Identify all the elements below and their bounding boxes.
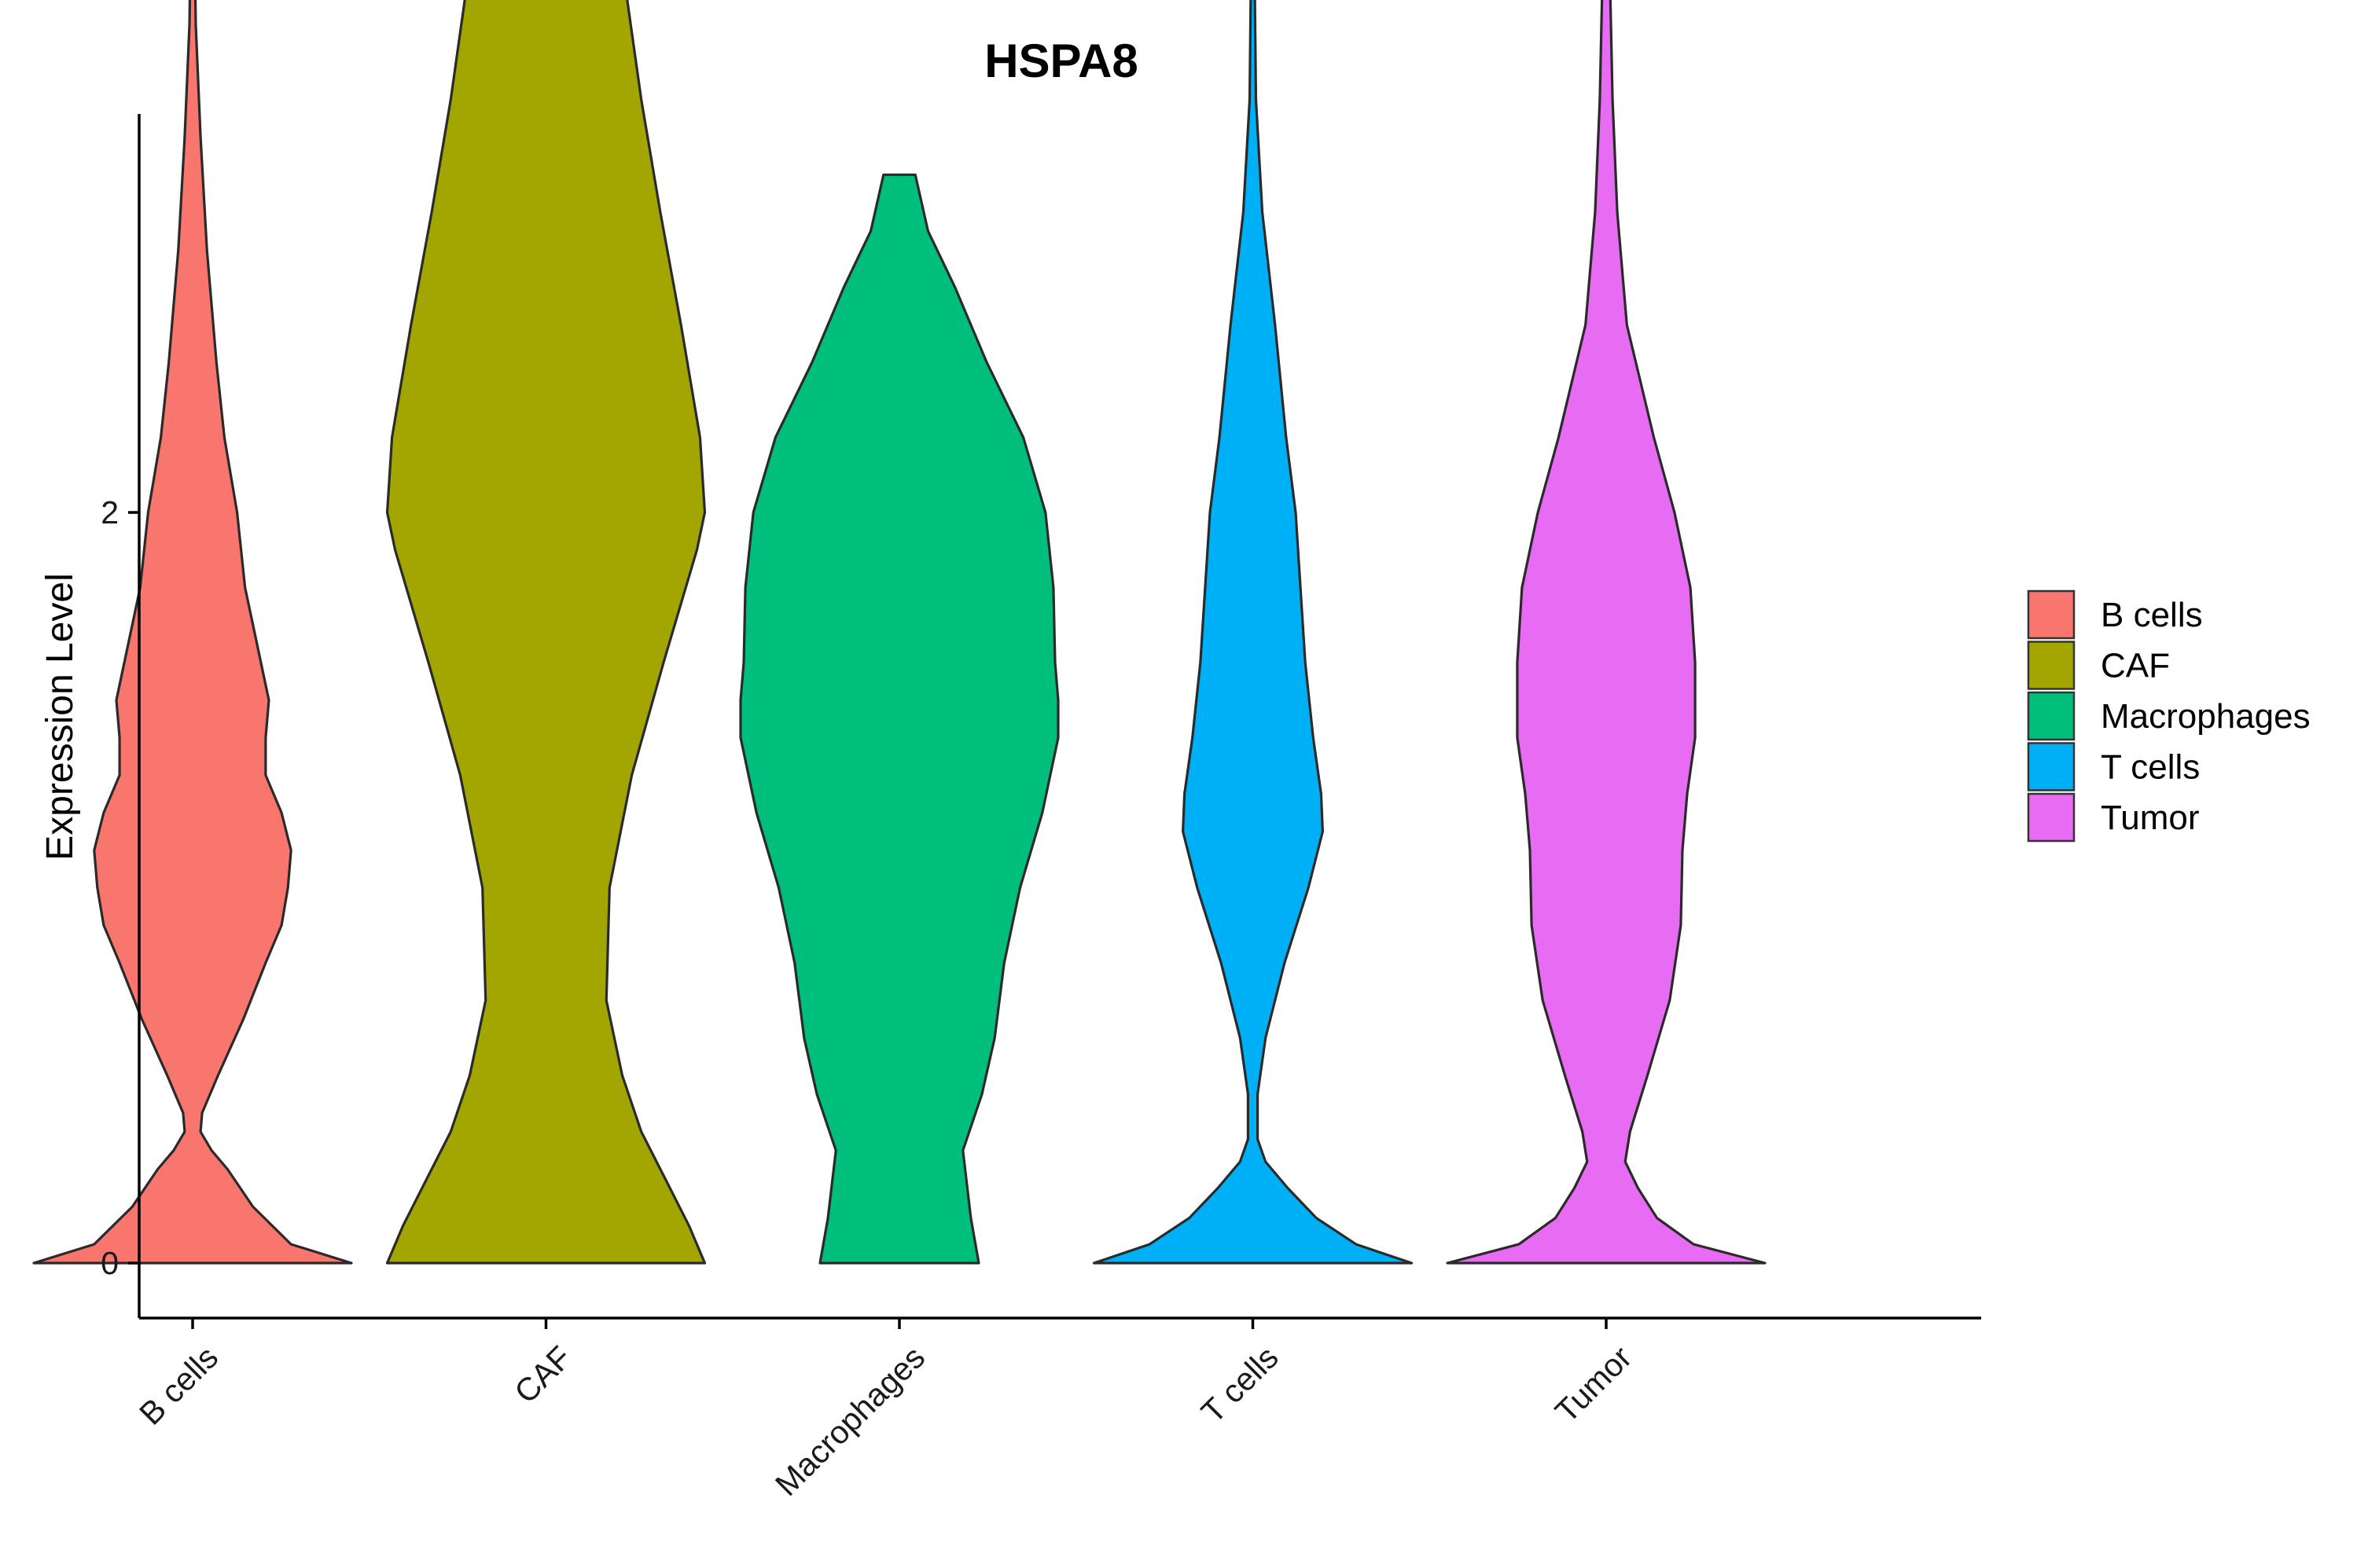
- legend-label: CAF: [2101, 647, 2170, 685]
- y-axis-label: Expression Level: [39, 573, 81, 861]
- violin-caf: [385, 0, 707, 1265]
- violins: [32, 0, 1767, 1265]
- legend-key-b-cells: [2027, 589, 2076, 640]
- legend-label: B cells: [2101, 596, 2203, 634]
- legend-label: Tumor: [2101, 799, 2200, 837]
- violin-tumor: [1446, 0, 1767, 1265]
- x-tick-label: Macrophages: [768, 1339, 932, 1503]
- y-tick-label: 0: [101, 1245, 119, 1281]
- x-tick-label: T cells: [1194, 1339, 1285, 1430]
- legend: B cells CAF Macrophages T cells Tumor: [2027, 589, 2311, 843]
- y-tick-label: 2: [101, 494, 119, 531]
- violin-macrophages: [739, 173, 1060, 1265]
- violin-t-cells: [1092, 0, 1414, 1265]
- legend-key-tumor: [2027, 792, 2076, 843]
- legend-label: T cells: [2101, 748, 2200, 787]
- chart-title: HSPA8: [984, 35, 1138, 87]
- legend-key-t-cells: [2027, 742, 2076, 791]
- x-tick-label: Tumor: [1548, 1339, 1638, 1430]
- legend-label: Macrophages: [2101, 697, 2311, 736]
- x-tick-label: CAF: [507, 1339, 579, 1411]
- legend-key-macrophages: [2027, 691, 2076, 741]
- violin-b-cells: [32, 0, 353, 1265]
- x-tick-label: B cells: [132, 1339, 225, 1432]
- legend-key-caf: [2027, 641, 2076, 690]
